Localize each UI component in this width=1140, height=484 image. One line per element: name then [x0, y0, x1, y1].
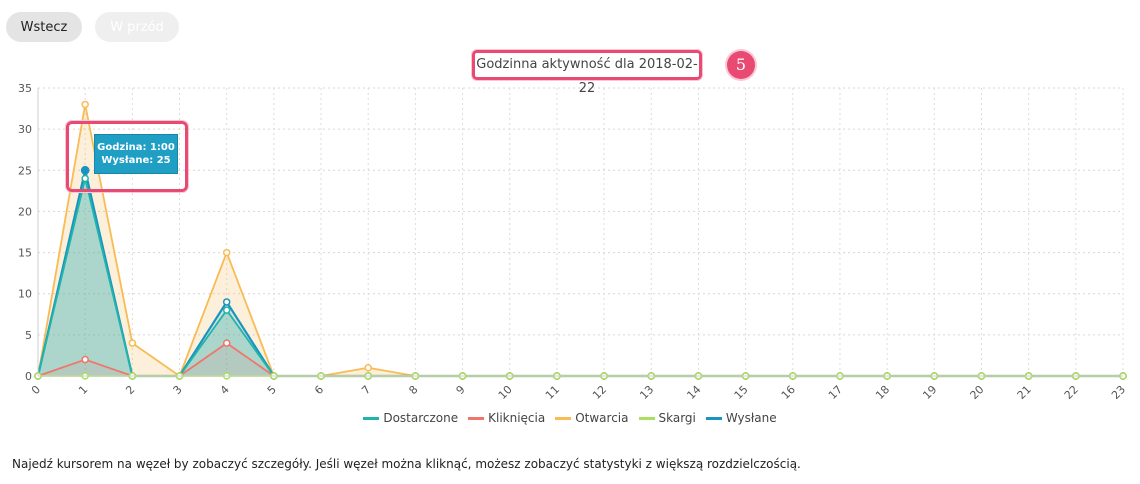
x-tick-label: 21: [1015, 383, 1034, 402]
x-tick-label: 16: [779, 383, 798, 402]
chart-areas: [38, 104, 1123, 376]
x-tick-label: 23: [1109, 383, 1128, 402]
chart-title: Godzinna aktywność dla 2018-02-22: [472, 50, 702, 96]
chart-tooltip: Godzina: 1:00 Wysłane: 25: [94, 134, 178, 174]
tooltip-hour: Godzina: 1:00: [97, 142, 175, 153]
legend-label: Dostarczone: [383, 411, 459, 425]
y-tick-label: 20: [18, 205, 32, 218]
legend-label: Kliknięcia: [488, 411, 546, 425]
x-tick-label: 4: [218, 383, 232, 397]
y-tick-label: 0: [25, 370, 32, 383]
line-dostarczone: [37, 177, 1123, 377]
x-tick-label: 19: [920, 383, 939, 402]
x-tick-label: 10: [496, 383, 515, 402]
area-otwarcia: [38, 104, 1123, 376]
step-badge: 5: [727, 51, 755, 79]
point-dostarczone[interactable]: [81, 174, 89, 183]
x-tick-label: 20: [968, 383, 987, 402]
x-tick-label: 22: [1062, 383, 1081, 402]
y-tick-label: 30: [18, 123, 32, 136]
point-klikniecia[interactable]: [222, 339, 231, 347]
point-otwarcia[interactable]: [128, 339, 137, 347]
point-klikniecia[interactable]: [81, 355, 89, 364]
legend-label: Wysłane: [725, 411, 777, 425]
x-tick-label: 0: [29, 383, 43, 397]
x-tick-label: 9: [454, 383, 468, 397]
x-tick-label: 7: [359, 383, 373, 397]
chart-legend: Dostarczone Kliknięcia Otwarcia Skargi Wysła…: [0, 411, 1140, 425]
legend-swatch: [468, 417, 485, 420]
tooltip-highlight: [66, 121, 188, 192]
point-wyslane[interactable]: [80, 165, 90, 175]
legend-swatch: [363, 417, 380, 420]
x-tick-label: 18: [873, 383, 892, 402]
y-tick-label: 10: [18, 288, 32, 301]
x-tick-label: 11: [543, 383, 562, 402]
y-tick-label: 15: [18, 247, 32, 260]
legend-item-wyslane[interactable]: Wysłane: [705, 411, 777, 425]
x-tick-label: 15: [732, 383, 751, 402]
forward-button[interactable]: W przód: [95, 12, 179, 42]
x-tick-label: 12: [590, 383, 609, 402]
x-tick-label: 1: [76, 383, 90, 397]
legend-item-otwarcia[interactable]: Otwarcia: [555, 411, 629, 425]
x-tick-label: 2: [123, 383, 137, 397]
legend-item-skargi[interactable]: Skargi: [638, 411, 696, 425]
hint-text: Najedź kursorem na węzeł by zobaczyć szc…: [12, 457, 801, 471]
y-tick-label: 5: [25, 329, 32, 342]
x-tick-label: 6: [312, 383, 326, 397]
x-tick-label: 5: [265, 383, 279, 397]
point-otwarcia[interactable]: [222, 248, 231, 257]
x-tick-label: 14: [684, 383, 703, 402]
legend-swatch: [555, 417, 572, 420]
x-tick-label: 3: [171, 383, 185, 397]
legend-item-klikniecia[interactable]: Kliknięcia: [468, 411, 545, 425]
legend-swatch: [638, 417, 655, 420]
point-wyslane[interactable]: [222, 298, 231, 306]
point-otwarcia[interactable]: [81, 100, 89, 109]
back-button[interactable]: Wstecz: [6, 12, 82, 42]
x-tick-label: 17: [826, 383, 845, 402]
legend-swatch: [705, 417, 722, 420]
y-tick-label: 35: [18, 82, 32, 95]
legend-label: Otwarcia: [575, 411, 629, 425]
legend-item-dostarczone[interactable]: Dostarczone: [363, 411, 458, 425]
x-tick-label: 8: [406, 383, 420, 397]
tooltip-sent: Wysłane: 25: [101, 155, 171, 166]
chart-grid: [37, 87, 1124, 376]
point-dostarczone[interactable]: [222, 306, 231, 314]
point-otwarcia[interactable]: [364, 364, 372, 372]
y-tick-label: 25: [18, 164, 32, 177]
x-tick-label: 13: [637, 383, 656, 402]
legend-label: Skargi: [658, 411, 696, 425]
